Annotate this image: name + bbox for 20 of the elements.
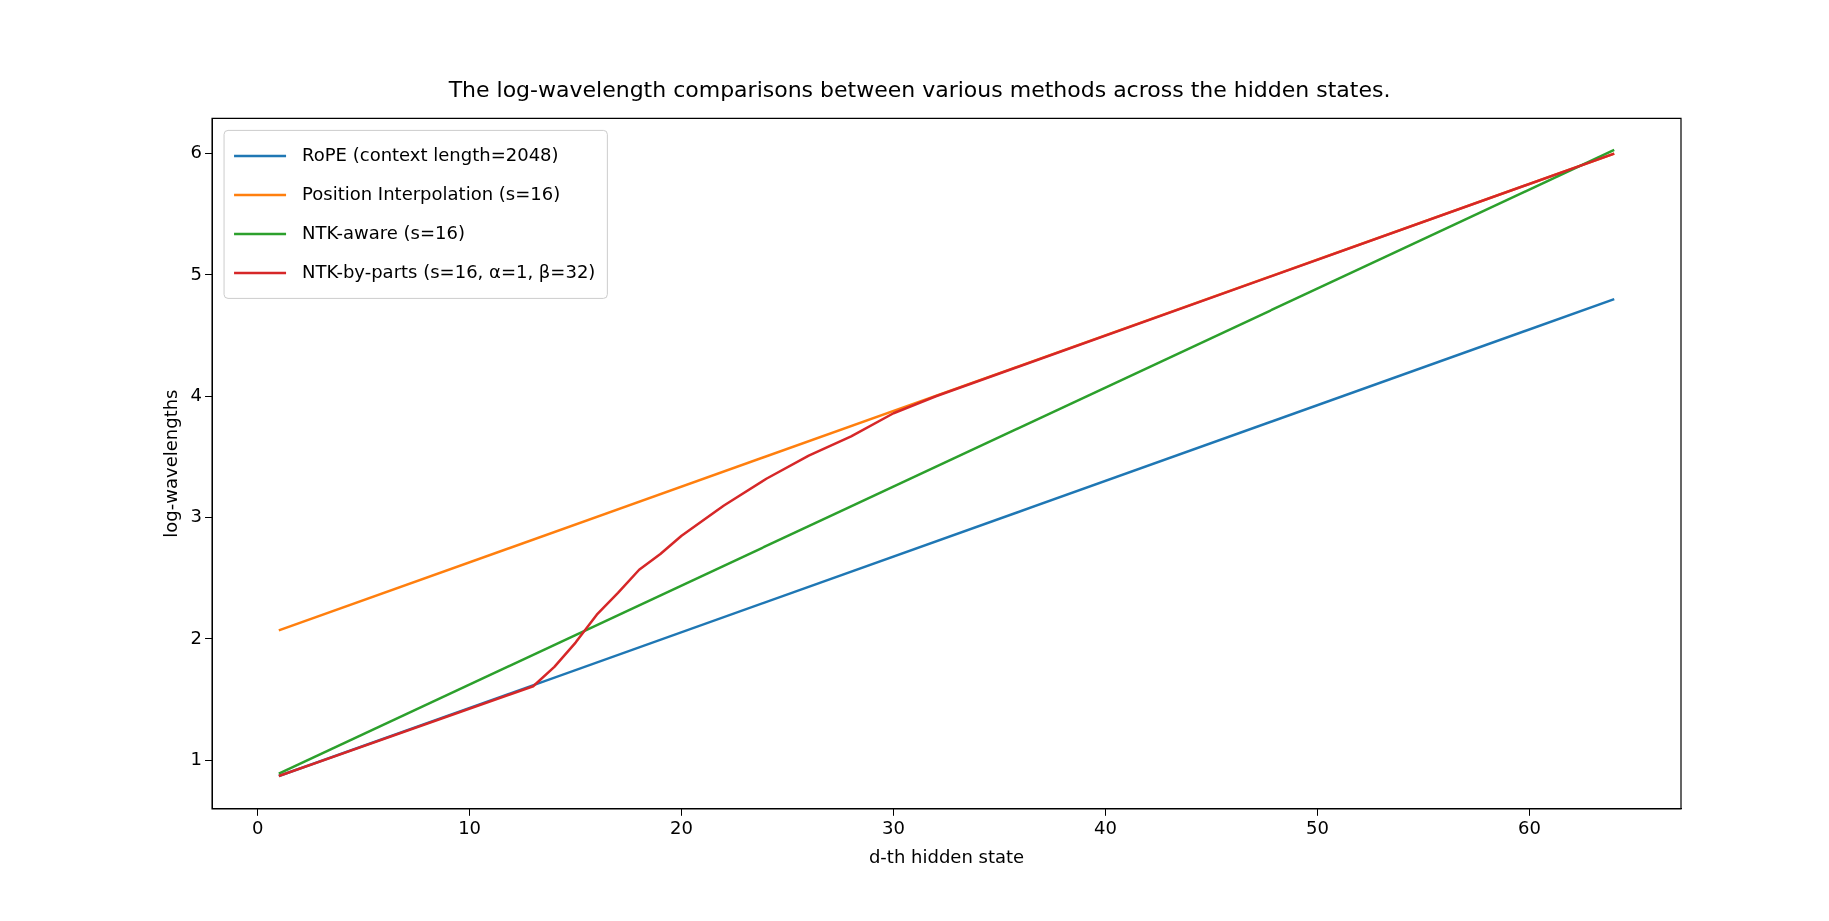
chart-title: The log-wavelength comparisons between various methods across the hidden states. xyxy=(447,76,1391,102)
x-tick-label: 0 xyxy=(251,817,264,839)
x-axis-title: d-th hidden state xyxy=(868,845,1025,867)
x-tick-label: 10 xyxy=(458,817,482,839)
y-tick-label: 2 xyxy=(190,626,203,648)
y-tick-label: 3 xyxy=(190,505,203,527)
legend-label: Position Interpolation (s=16) xyxy=(302,182,561,204)
y-axis-title: log-wavelengths xyxy=(160,389,182,538)
y-tick-label: 4 xyxy=(190,383,203,405)
legend-label: NTK-aware (s=16) xyxy=(302,221,465,243)
x-tick-label: 40 xyxy=(1094,817,1117,839)
x-tick-label: 20 xyxy=(670,817,694,839)
y-tick-label: 1 xyxy=(190,747,203,769)
legend-label: NTK-by-parts (s=16, α=1, β=32) xyxy=(302,260,596,282)
y-tick-label: 5 xyxy=(190,262,203,284)
x-tick-label: 60 xyxy=(1517,817,1541,839)
x-tick-label: 30 xyxy=(882,817,905,839)
y-tick-label: 6 xyxy=(190,141,203,163)
x-tick-label: 50 xyxy=(1306,817,1329,839)
legend-label: RoPE (context length=2048) xyxy=(302,143,559,165)
